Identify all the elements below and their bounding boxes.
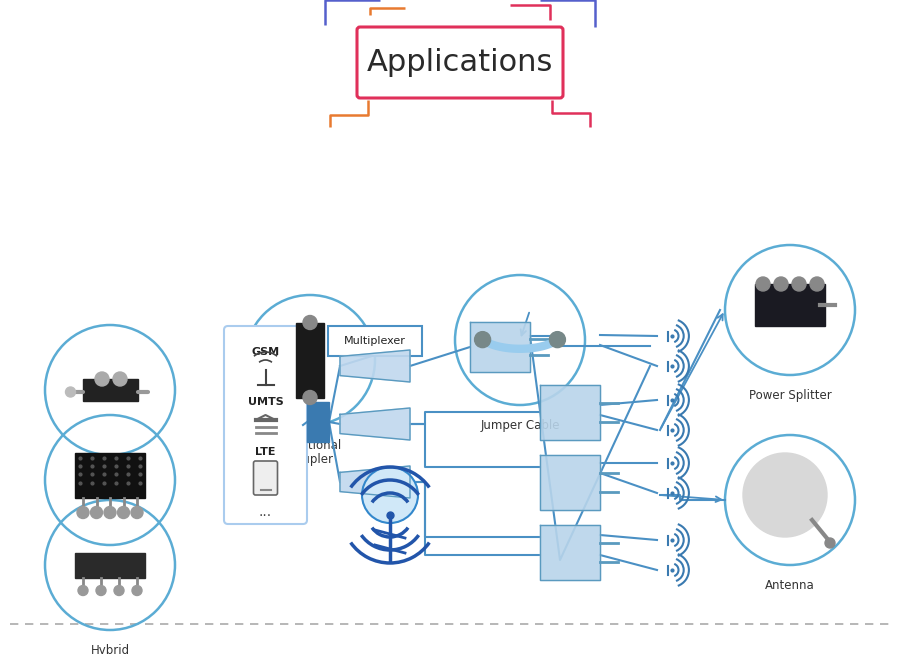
Polygon shape <box>340 466 410 498</box>
Polygon shape <box>340 350 410 382</box>
Bar <box>75 453 145 498</box>
Text: Coupler: Coupler <box>287 453 333 466</box>
Circle shape <box>756 277 770 291</box>
Text: Multiplexer: Multiplexer <box>77 559 143 572</box>
Bar <box>755 284 825 326</box>
Text: GSM: GSM <box>251 347 280 357</box>
Circle shape <box>774 277 788 291</box>
Circle shape <box>78 585 88 596</box>
Circle shape <box>303 315 317 330</box>
Circle shape <box>95 372 109 386</box>
Circle shape <box>96 585 106 596</box>
Circle shape <box>114 585 124 596</box>
Circle shape <box>113 372 127 386</box>
Text: ...: ... <box>259 505 272 519</box>
Bar <box>470 322 530 372</box>
Text: Hybrid: Hybrid <box>90 644 130 654</box>
Circle shape <box>131 506 143 519</box>
Text: Directional: Directional <box>278 439 342 452</box>
Text: Power Splitter: Power Splitter <box>749 389 832 402</box>
Text: UMTS: UMTS <box>248 397 284 407</box>
Circle shape <box>104 506 116 519</box>
Circle shape <box>825 538 835 548</box>
Circle shape <box>132 585 142 596</box>
Bar <box>296 322 324 398</box>
Bar <box>307 402 329 442</box>
Text: Multiplexer: Multiplexer <box>344 336 406 346</box>
FancyBboxPatch shape <box>254 461 277 495</box>
Text: LTE: LTE <box>256 447 275 457</box>
Text: Applications: Applications <box>367 48 554 77</box>
Text: Tapper: Tapper <box>90 469 130 482</box>
Circle shape <box>743 453 827 537</box>
Bar <box>540 455 600 510</box>
FancyBboxPatch shape <box>224 326 307 524</box>
Circle shape <box>303 390 317 405</box>
Bar <box>540 525 600 580</box>
Circle shape <box>810 277 824 291</box>
Bar <box>83 379 138 401</box>
FancyBboxPatch shape <box>357 27 563 98</box>
Circle shape <box>362 467 418 523</box>
Circle shape <box>792 277 806 291</box>
Circle shape <box>77 506 89 519</box>
Circle shape <box>118 506 130 519</box>
Circle shape <box>549 332 565 348</box>
Bar <box>540 385 600 440</box>
Circle shape <box>66 387 76 397</box>
Text: Jumper Cable: Jumper Cable <box>481 419 560 432</box>
Circle shape <box>91 506 103 519</box>
Bar <box>75 553 145 577</box>
FancyBboxPatch shape <box>328 326 422 356</box>
Text: Antenna: Antenna <box>765 579 814 592</box>
Polygon shape <box>340 408 410 440</box>
Circle shape <box>474 332 490 348</box>
